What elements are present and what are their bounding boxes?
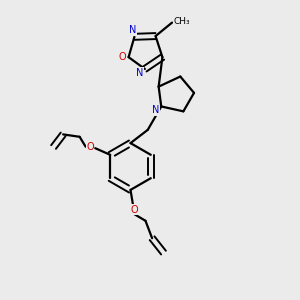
Text: O: O: [118, 52, 126, 62]
Text: CH₃: CH₃: [173, 16, 190, 26]
Text: N: N: [129, 25, 137, 35]
Text: N: N: [136, 68, 143, 78]
Text: N: N: [152, 105, 160, 115]
Text: O: O: [130, 205, 138, 215]
Text: O: O: [86, 142, 94, 152]
